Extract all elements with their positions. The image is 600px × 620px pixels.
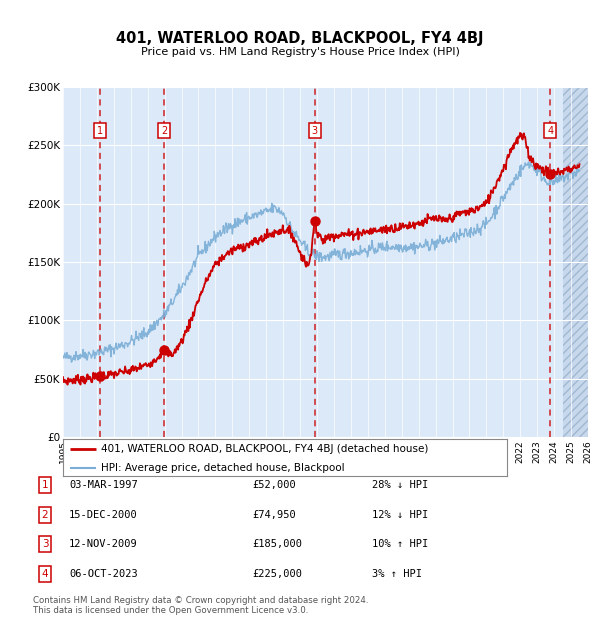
Text: Price paid vs. HM Land Registry's House Price Index (HPI): Price paid vs. HM Land Registry's House …: [140, 47, 460, 57]
Text: 4: 4: [41, 569, 49, 579]
Text: 28% ↓ HPI: 28% ↓ HPI: [372, 480, 428, 490]
Text: 4: 4: [547, 126, 553, 136]
Text: 2: 2: [161, 126, 167, 136]
Text: 1: 1: [41, 480, 49, 490]
Text: 401, WATERLOO ROAD, BLACKPOOL, FY4 4BJ (detached house): 401, WATERLOO ROAD, BLACKPOOL, FY4 4BJ (…: [101, 445, 428, 454]
Text: £225,000: £225,000: [252, 569, 302, 579]
Text: 10% ↑ HPI: 10% ↑ HPI: [372, 539, 428, 549]
Text: 3% ↑ HPI: 3% ↑ HPI: [372, 569, 422, 579]
Text: £185,000: £185,000: [252, 539, 302, 549]
Text: 06-OCT-2023: 06-OCT-2023: [69, 569, 138, 579]
Text: 12-NOV-2009: 12-NOV-2009: [69, 539, 138, 549]
Text: 3: 3: [41, 539, 49, 549]
Text: 401, WATERLOO ROAD, BLACKPOOL, FY4 4BJ: 401, WATERLOO ROAD, BLACKPOOL, FY4 4BJ: [116, 31, 484, 46]
Text: Contains HM Land Registry data © Crown copyright and database right 2024.
This d: Contains HM Land Registry data © Crown c…: [33, 596, 368, 615]
Text: 1: 1: [97, 126, 103, 136]
Bar: [563, 87, 588, 437]
Text: 15-DEC-2000: 15-DEC-2000: [69, 510, 138, 520]
Text: £52,000: £52,000: [252, 480, 296, 490]
Text: £74,950: £74,950: [252, 510, 296, 520]
Text: 2: 2: [41, 510, 49, 520]
Text: 3: 3: [312, 126, 318, 136]
Text: 12% ↓ HPI: 12% ↓ HPI: [372, 510, 428, 520]
Text: HPI: Average price, detached house, Blackpool: HPI: Average price, detached house, Blac…: [101, 463, 344, 473]
Text: 03-MAR-1997: 03-MAR-1997: [69, 480, 138, 490]
